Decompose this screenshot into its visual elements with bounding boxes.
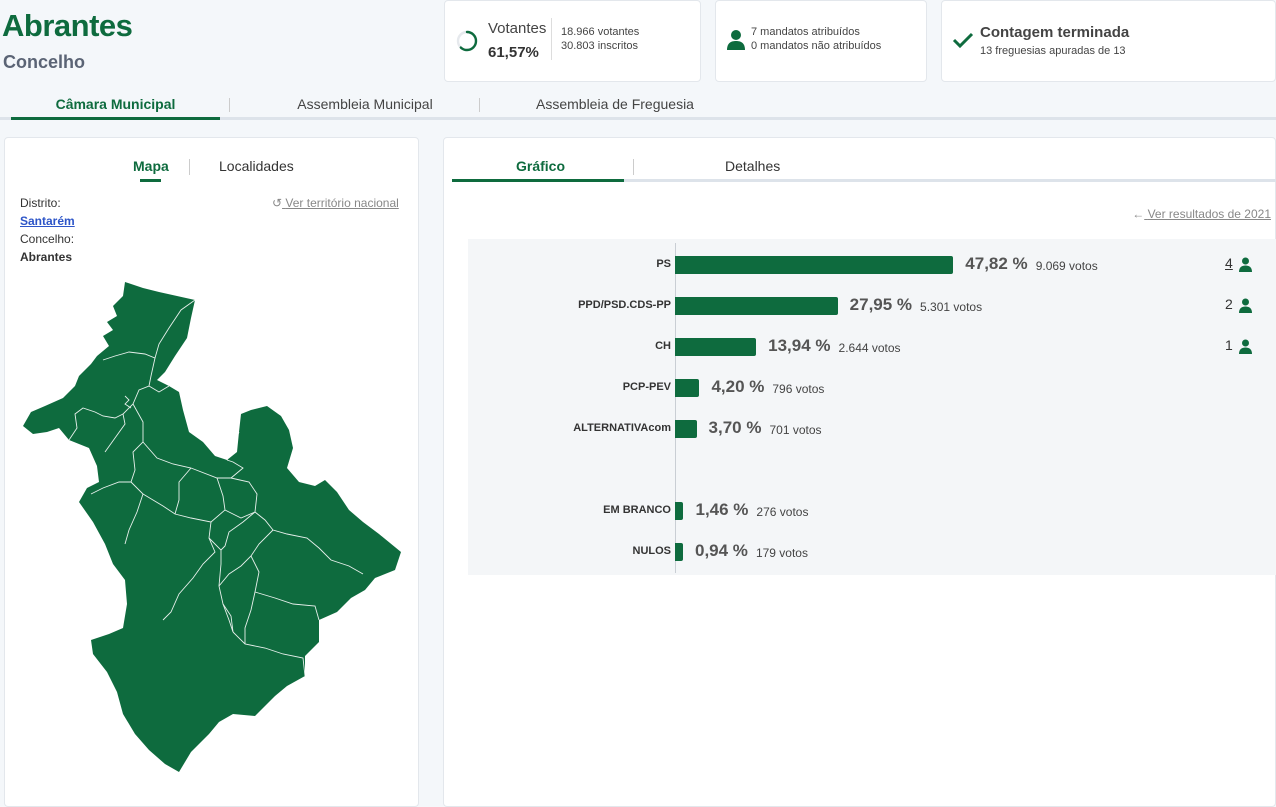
municipality-map[interactable] [19, 282, 403, 774]
page-title: Abrantes [2, 8, 133, 43]
chart-row: ALTERNATIVAcom 3,70 % 701 votos [468, 417, 1276, 441]
party-name: EM BRANCO [603, 504, 671, 516]
chart-axis [675, 243, 676, 573]
mandates-count[interactable]: 4 [1225, 255, 1233, 271]
ver-territorio-link[interactable]: ↺ Ver território nacional [272, 196, 399, 210]
ver-territorio-label: Ver território nacional [285, 196, 399, 210]
mandatos-atribuidos: 7 mandatos atribuídos [751, 26, 860, 38]
party-name: CH [655, 340, 671, 352]
party-name: PPD/PSD.CDS-PP [578, 299, 671, 311]
person-icon [727, 30, 745, 50]
divider [551, 18, 552, 60]
party-name: ALTERNATIVAcom [573, 422, 671, 434]
arrow-left-icon: ← [1132, 207, 1145, 221]
person-icon [1239, 257, 1252, 272]
ver-resultados-label: Ver resultados de 2021 [1147, 207, 1271, 221]
undo-icon: ↺ [272, 196, 283, 210]
party-name: PS [656, 258, 671, 270]
tab-localidades[interactable]: Localidades [219, 158, 294, 174]
party-name: NULOS [632, 545, 672, 557]
person-icon [1239, 298, 1252, 313]
mandates-count: 2 [1225, 296, 1233, 312]
result-pct: 4,20 % [711, 377, 765, 396]
municipality-shape [23, 282, 401, 772]
result-votes: 179 votos [755, 546, 808, 560]
result-bar [675, 543, 683, 561]
main-tabs: Câmara Municipal Assembleia Municipal As… [0, 92, 1276, 120]
votantes-card: Votantes 61,57% 18.966 votantes 30.803 i… [444, 0, 701, 82]
ver-resultados-2021-link[interactable]: ← Ver resultados de 2021 [1132, 207, 1271, 221]
votantes-pct: 61,57% [488, 44, 539, 61]
mandates-count: 1 [1225, 337, 1233, 353]
result-bar [675, 502, 684, 520]
result-votes: 2.644 votos [838, 341, 901, 355]
inscritos-count: 30.803 inscritos [561, 40, 639, 52]
chart-row: PCP-PEV 4,20 % 796 votos [468, 376, 1276, 400]
chart-row: CH 13,94 % 2.644 votos 1 [468, 335, 1276, 359]
result-pct: 3,70 % [708, 418, 762, 437]
result-pct: 1,46 % [695, 500, 749, 519]
concelho-value: Abrantes [20, 250, 73, 264]
chart-row: PPD/PSD.CDS-PP 27,95 % 5.301 votos 2 [468, 294, 1276, 318]
result-bar [675, 297, 838, 315]
result-pct: 47,82 % [965, 254, 1028, 273]
result-votes: 796 votos [772, 382, 825, 396]
contagem-sub: 13 freguesias apuradas de 13 [980, 45, 1126, 57]
tab-detalhes[interactable]: Detalhes [725, 158, 781, 174]
chart-row: EM BRANCO 1,46 % 276 votos [468, 499, 1276, 523]
chart-row: NULOS 0,94 % 179 votos [468, 540, 1276, 564]
votantes-count: 18.966 votantes [561, 26, 640, 38]
map-panel: Mapa Localidades Distrito: Santarém Conc… [4, 137, 419, 807]
tab-assembleia-municipal[interactable]: Assembleia Municipal [297, 96, 433, 112]
result-votes: 276 votos [756, 505, 809, 519]
tab-camara-municipal[interactable]: Câmara Municipal [55, 96, 176, 112]
concelho-label: Concelho: [20, 232, 75, 246]
mandatos-nao-atribuidos: 0 mandatos não atribuídos [751, 40, 882, 52]
results-panel: Gráfico Detalhes ← Ver resultados de 202… [443, 137, 1276, 807]
distrito-label: Distrito: [20, 196, 61, 210]
tab-grafico[interactable]: Gráfico [516, 158, 566, 174]
distrito-link[interactable]: Santarém [20, 214, 75, 228]
result-pct: 13,94 % [768, 336, 831, 355]
check-icon [952, 32, 974, 49]
contagem-card: Contagem terminada 13 freguesias apurada… [941, 0, 1276, 82]
chart-row: PS 47,82 % 9.069 votos 4 [468, 253, 1276, 277]
result-votes: 5.301 votos [920, 300, 983, 314]
result-pct: 27,95 % [849, 295, 913, 314]
tab-assembleia-freguesia[interactable]: Assembleia de Freguesia [536, 96, 694, 112]
contagem-title: Contagem terminada [980, 24, 1130, 41]
result-pct: 0,94 % [695, 541, 748, 560]
result-votes: 701 votos [769, 423, 822, 437]
page-subtitle: Concelho [3, 52, 86, 72]
party-name: PCP-PEV [622, 381, 671, 393]
mandatos-card: 7 mandatos atribuídos 0 mandatos não atr… [715, 0, 927, 82]
result-bar [675, 379, 700, 397]
person-icon [1239, 339, 1252, 354]
results-chart: PS 47,82 % 9.069 votos 4 PPD/PSD.CDS-PP 27,95… [468, 239, 1276, 575]
votantes-label: Votantes [488, 20, 547, 37]
result-bar [675, 420, 697, 438]
parish-borders [68, 299, 364, 677]
result-bar [675, 256, 954, 274]
tab-mapa[interactable]: Mapa [133, 158, 169, 174]
result-votes: 9.069 votos [1035, 259, 1098, 273]
turnout-ring-icon [456, 30, 478, 52]
result-bar [675, 338, 757, 356]
